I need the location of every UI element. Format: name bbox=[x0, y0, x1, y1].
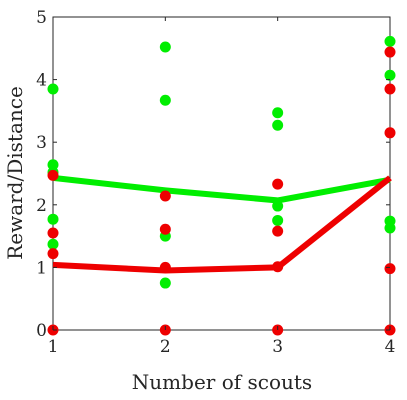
data-point-series-0 bbox=[47, 238, 59, 250]
data-point-series-1 bbox=[159, 190, 171, 202]
data-point-series-1 bbox=[47, 248, 59, 260]
data-point-series-1 bbox=[272, 225, 284, 237]
data-point-series-0 bbox=[384, 69, 396, 81]
data-point-series-1 bbox=[272, 178, 284, 190]
data-point-series-0 bbox=[272, 200, 284, 212]
data-point-series-0 bbox=[272, 119, 284, 131]
data-point-series-0 bbox=[384, 35, 396, 47]
data-point-series-0 bbox=[159, 277, 171, 289]
y-tick-label: 0 bbox=[36, 321, 47, 341]
x-tick-label: 3 bbox=[272, 337, 283, 357]
x-tick-label: 1 bbox=[48, 337, 59, 357]
data-point-series-0 bbox=[47, 83, 59, 95]
data-point-series-1 bbox=[159, 223, 171, 235]
series-line-1 bbox=[52, 175, 392, 274]
data-point-series-1 bbox=[384, 263, 396, 275]
x-tick-label: 4 bbox=[385, 337, 396, 357]
y-tick-label: 1 bbox=[36, 258, 47, 278]
data-point-series-1 bbox=[47, 169, 59, 181]
data-point-series-0 bbox=[272, 107, 284, 119]
data-point-series-1 bbox=[159, 261, 171, 273]
data-point-series-0 bbox=[272, 214, 284, 226]
data-point-series-0 bbox=[159, 41, 171, 53]
data-point-series-1 bbox=[384, 83, 396, 95]
y-tick-label: 3 bbox=[36, 133, 47, 153]
data-point-series-0 bbox=[47, 213, 59, 225]
plot-area bbox=[52, 16, 391, 331]
y-axis-label: Reward/Distance bbox=[3, 86, 27, 260]
y-tick-label: 5 bbox=[36, 8, 47, 28]
y-tick-label: 2 bbox=[36, 196, 47, 216]
data-point-series-1 bbox=[384, 46, 396, 58]
x-axis-label: Number of scouts bbox=[132, 370, 312, 394]
chart-marks bbox=[47, 35, 396, 336]
data-point-series-0 bbox=[159, 94, 171, 106]
x-tick-label: 2 bbox=[160, 337, 171, 357]
series-line-0 bbox=[52, 174, 391, 204]
data-point-series-0 bbox=[384, 222, 396, 234]
y-tick-label: 4 bbox=[36, 71, 47, 91]
data-point-series-1 bbox=[47, 227, 59, 239]
data-point-series-1 bbox=[272, 261, 284, 273]
axes-frame bbox=[52, 16, 391, 331]
data-point-series-1 bbox=[384, 127, 396, 139]
